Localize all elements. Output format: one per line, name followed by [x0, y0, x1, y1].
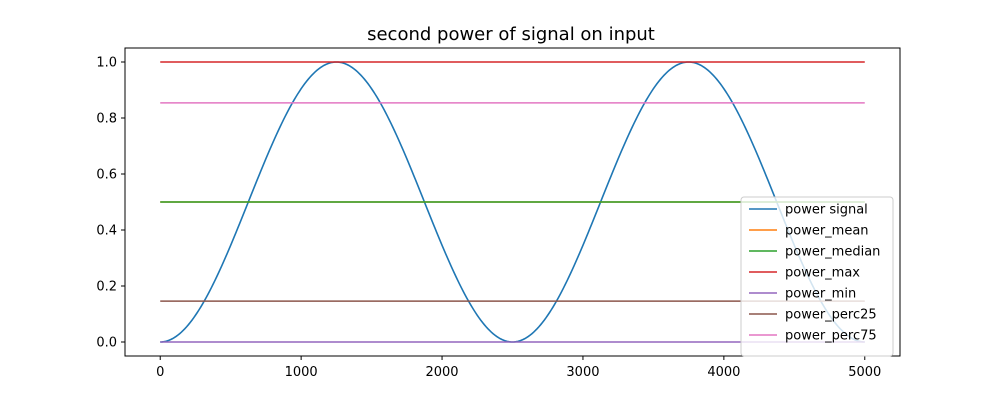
x-tick-label: 0 — [156, 365, 164, 380]
legend-label: power signal — [785, 203, 868, 218]
legend-label: power_mean — [785, 224, 869, 239]
y-tick-label: 1.0 — [96, 56, 117, 71]
x-axis: 0 1000 2000 3000 4000 5000 — [156, 356, 881, 380]
y-tick-label: 0.4 — [96, 224, 117, 239]
legend-label: power_perc25 — [785, 308, 877, 323]
legend-label: power_max — [785, 266, 860, 281]
x-tick-label: 2000 — [425, 365, 458, 380]
chart-title: second power of signal on input — [367, 24, 655, 45]
legend-label: power_median — [785, 245, 880, 260]
x-tick-label: 3000 — [566, 365, 599, 380]
y-tick-label: 0.8 — [96, 112, 117, 127]
y-axis: 0.0 0.2 0.4 0.6 0.8 1.0 — [96, 56, 125, 351]
x-tick-label: 1000 — [285, 365, 318, 380]
x-tick-label: 4000 — [707, 365, 740, 380]
y-tick-label: 0.2 — [96, 280, 117, 295]
y-tick-label: 0.6 — [96, 168, 117, 183]
legend-label: power_min — [785, 287, 856, 302]
x-tick-label: 5000 — [848, 365, 881, 380]
y-tick-label: 0.0 — [96, 336, 117, 351]
legend: power signal power_mean power_median power_… — [740, 196, 894, 357]
legend-box — [740, 196, 894, 357]
legend-label: power_perc75 — [785, 329, 877, 344]
